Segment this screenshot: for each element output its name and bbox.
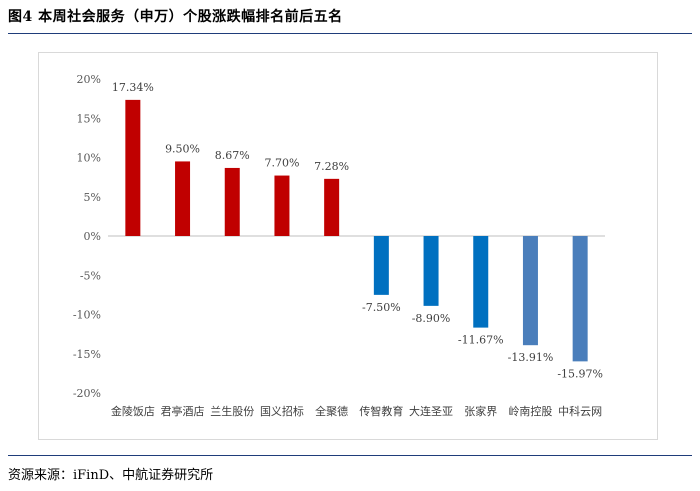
y-tick-label: 0%: [84, 230, 101, 243]
data-label: 17.34%: [112, 81, 154, 94]
bottom-rule: [8, 455, 692, 456]
category-label: 君亭酒店: [161, 404, 205, 418]
category-label: 全聚德: [315, 404, 348, 418]
y-tick-label: -20%: [73, 387, 101, 400]
top-rule: [8, 33, 692, 34]
bar-10: [572, 236, 588, 362]
y-tick-label: 5%: [84, 191, 101, 204]
data-label: -11.67%: [458, 334, 504, 347]
y-tick-label: 10%: [77, 152, 101, 165]
category-label: 国义招标: [260, 404, 304, 418]
bar-6: [373, 236, 389, 295]
y-tick-label: 15%: [77, 112, 101, 125]
category-label: 兰生股份: [210, 404, 254, 418]
data-label: -7.50%: [362, 301, 401, 314]
bar-4: [274, 175, 290, 236]
source-note: 资源来源：iFinD、中航证券研究所: [8, 468, 214, 483]
data-label: 9.50%: [165, 142, 200, 155]
data-label: -13.91%: [508, 351, 554, 364]
category-label: 张家界: [464, 404, 497, 418]
bar-2: [175, 161, 191, 236]
data-label: 7.28%: [314, 160, 349, 173]
y-tick-label: -10%: [73, 309, 101, 322]
category-label: 中科云网: [558, 404, 602, 418]
category-label: 金陵饭店: [111, 404, 155, 418]
category-label: 岭南控股: [508, 404, 552, 418]
bar-7: [423, 236, 439, 306]
bar-9: [522, 236, 538, 346]
bar-3: [224, 167, 240, 236]
category-label: 传智教育: [359, 404, 403, 418]
bar-5: [324, 178, 340, 236]
y-tick-label: -15%: [73, 348, 101, 361]
bar-8: [473, 236, 489, 328]
chart-frame: [38, 52, 658, 440]
data-label: -15.97%: [557, 367, 603, 380]
y-tick-label: -5%: [80, 269, 101, 282]
figure-title: 图4 本周社会服务（申万）个股涨跌幅排名前后五名: [8, 9, 343, 25]
category-label: 大连圣亚: [409, 404, 453, 418]
data-label: 7.70%: [264, 157, 299, 170]
data-label: -8.90%: [412, 312, 451, 325]
bar-1: [125, 99, 141, 236]
data-label: 8.67%: [215, 149, 250, 162]
y-tick-label: 20%: [77, 73, 101, 86]
